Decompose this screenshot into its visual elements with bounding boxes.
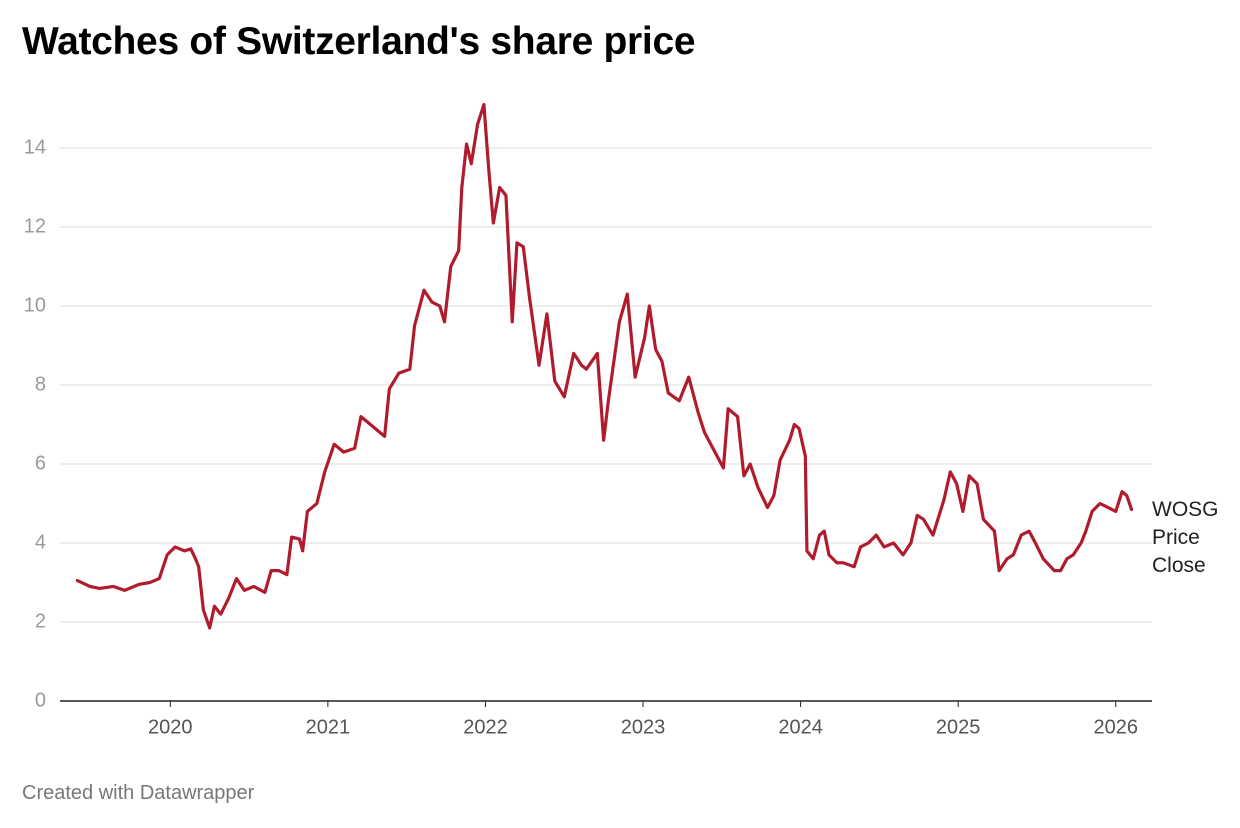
y-tick-label: 0 — [35, 689, 46, 711]
y-tick-label: 14 — [24, 136, 46, 158]
y-tick-label: 6 — [35, 452, 46, 474]
y-tick-label: 2 — [35, 610, 46, 632]
x-tick-label: 2020 — [148, 716, 193, 738]
y-tick-label: 10 — [24, 294, 46, 316]
x-tick-label: 2025 — [936, 716, 981, 738]
x-tick-label: 2023 — [621, 716, 666, 738]
footer: Created with Datawrapper — [22, 782, 255, 804]
price-line — [75, 102, 1134, 630]
y-tick-label: 8 — [35, 373, 46, 395]
x-tick-label: 2026 — [1094, 716, 1139, 738]
x-tick-label: 2021 — [306, 716, 351, 738]
y-tick-label: 4 — [35, 531, 46, 553]
series-label: WOSG Price Close — [1152, 498, 1219, 577]
chart-title: Watches of Switzerland's share price — [22, 20, 696, 63]
y-tick-label: 12 — [24, 215, 46, 237]
x-tick-label: 2022 — [463, 716, 508, 738]
x-tick-label: 2024 — [778, 716, 823, 738]
